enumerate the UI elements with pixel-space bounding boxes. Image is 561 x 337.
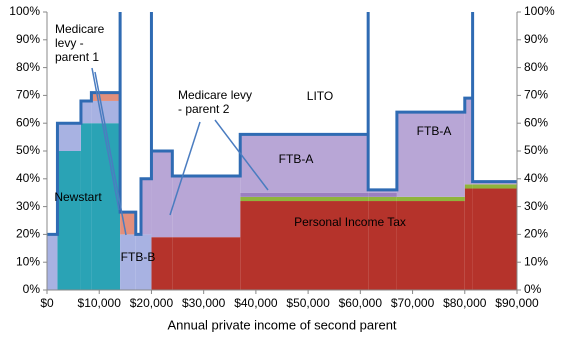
annotation-text: Medicare bbox=[55, 22, 105, 36]
y2-tick-label: 80% bbox=[524, 60, 548, 74]
area-segment bbox=[368, 201, 397, 290]
x-tick-label: $40,000 bbox=[234, 296, 278, 310]
area-segment bbox=[396, 113, 465, 197]
total-outline bbox=[47, 12, 517, 236]
area-segment bbox=[240, 201, 369, 290]
area-segment bbox=[80, 100, 92, 124]
annotation-arrow bbox=[94, 71, 127, 236]
series-label: FTB-A bbox=[417, 124, 452, 138]
y2-tick-label: 100% bbox=[524, 4, 555, 18]
y2-tick-label: 20% bbox=[524, 227, 548, 241]
annotation-arrow bbox=[91, 67, 120, 211]
area-segment bbox=[172, 237, 241, 290]
area-segment bbox=[151, 237, 173, 290]
y-tick-label: 10% bbox=[16, 254, 40, 268]
annotation-arrow bbox=[214, 119, 269, 191]
y-tick-label: 60% bbox=[16, 115, 40, 129]
area-segment bbox=[91, 123, 121, 290]
x-tick-label: $70,000 bbox=[391, 296, 435, 310]
x-axis-title: Annual private income of second parent bbox=[167, 317, 396, 332]
area-segment bbox=[120, 234, 136, 290]
x-tick-label: $20,000 bbox=[130, 296, 174, 310]
series-label: LITO bbox=[307, 89, 333, 103]
y2-tick-label: 10% bbox=[524, 254, 548, 268]
area-segment bbox=[472, 188, 517, 290]
area-segment bbox=[120, 212, 136, 235]
area-segment bbox=[57, 151, 81, 290]
y-tick-label: 50% bbox=[16, 143, 40, 157]
area-segment bbox=[141, 234, 152, 290]
series-label: Newstart bbox=[54, 190, 102, 204]
y-tick-label: 0% bbox=[23, 282, 41, 296]
annotation-text: - parent 2 bbox=[178, 102, 230, 116]
annotation-text: levy - bbox=[55, 36, 84, 50]
area-segment bbox=[472, 184, 517, 189]
area-segment bbox=[91, 92, 121, 101]
area-segment bbox=[368, 192, 397, 197]
y-tick-label: 40% bbox=[16, 171, 40, 185]
x-tick-label: $30,000 bbox=[182, 296, 226, 310]
y-tick-label: 20% bbox=[16, 227, 40, 241]
area-segment bbox=[396, 201, 465, 290]
area-segment bbox=[135, 234, 141, 290]
area-segment bbox=[368, 196, 397, 202]
y2-tick-label: 0% bbox=[524, 282, 542, 296]
area-segment bbox=[396, 196, 465, 202]
annotation-arrow bbox=[169, 121, 201, 216]
y2-tick-label: 40% bbox=[524, 171, 548, 185]
y-tick-label: 90% bbox=[16, 32, 40, 46]
annotation-text: parent 1 bbox=[55, 50, 99, 64]
x-tick-label: $50,000 bbox=[286, 296, 330, 310]
y-tick-label: 30% bbox=[16, 199, 40, 213]
area-segment bbox=[91, 100, 121, 124]
area-segment bbox=[47, 234, 58, 290]
x-tick-label: $10,000 bbox=[78, 296, 122, 310]
area-segment bbox=[151, 151, 173, 238]
area-segment bbox=[240, 196, 369, 202]
y-tick-label: 80% bbox=[16, 60, 40, 74]
area-segment bbox=[141, 178, 152, 235]
x-tick-label: $80,000 bbox=[443, 296, 487, 310]
series-label: FTB-B bbox=[121, 250, 156, 264]
area-segment bbox=[240, 134, 369, 193]
y2-tick-label: 30% bbox=[524, 199, 548, 213]
area-segment bbox=[80, 123, 92, 290]
y2-tick-label: 90% bbox=[524, 32, 548, 46]
x-tick-label: $60,000 bbox=[339, 296, 383, 310]
y-tick-label: 100% bbox=[9, 4, 40, 18]
x-tick-label: $90,000 bbox=[495, 296, 539, 310]
y2-tick-label: 70% bbox=[524, 88, 548, 102]
annotation-text: Medicare levy bbox=[178, 88, 252, 102]
area-segment bbox=[464, 184, 473, 189]
series-label: FTB-A bbox=[279, 152, 314, 166]
area-segment bbox=[240, 192, 369, 197]
y2-tick-label: 60% bbox=[524, 115, 548, 129]
x-tick-label: $0 bbox=[40, 296, 54, 310]
area-segment bbox=[172, 176, 241, 238]
series-label: Personal Income Tax bbox=[294, 215, 406, 229]
area-segment bbox=[464, 188, 473, 290]
area-segment bbox=[57, 123, 81, 151]
y2-tick-label: 50% bbox=[524, 143, 548, 157]
y-tick-label: 70% bbox=[16, 88, 40, 102]
area-segment bbox=[464, 98, 473, 185]
